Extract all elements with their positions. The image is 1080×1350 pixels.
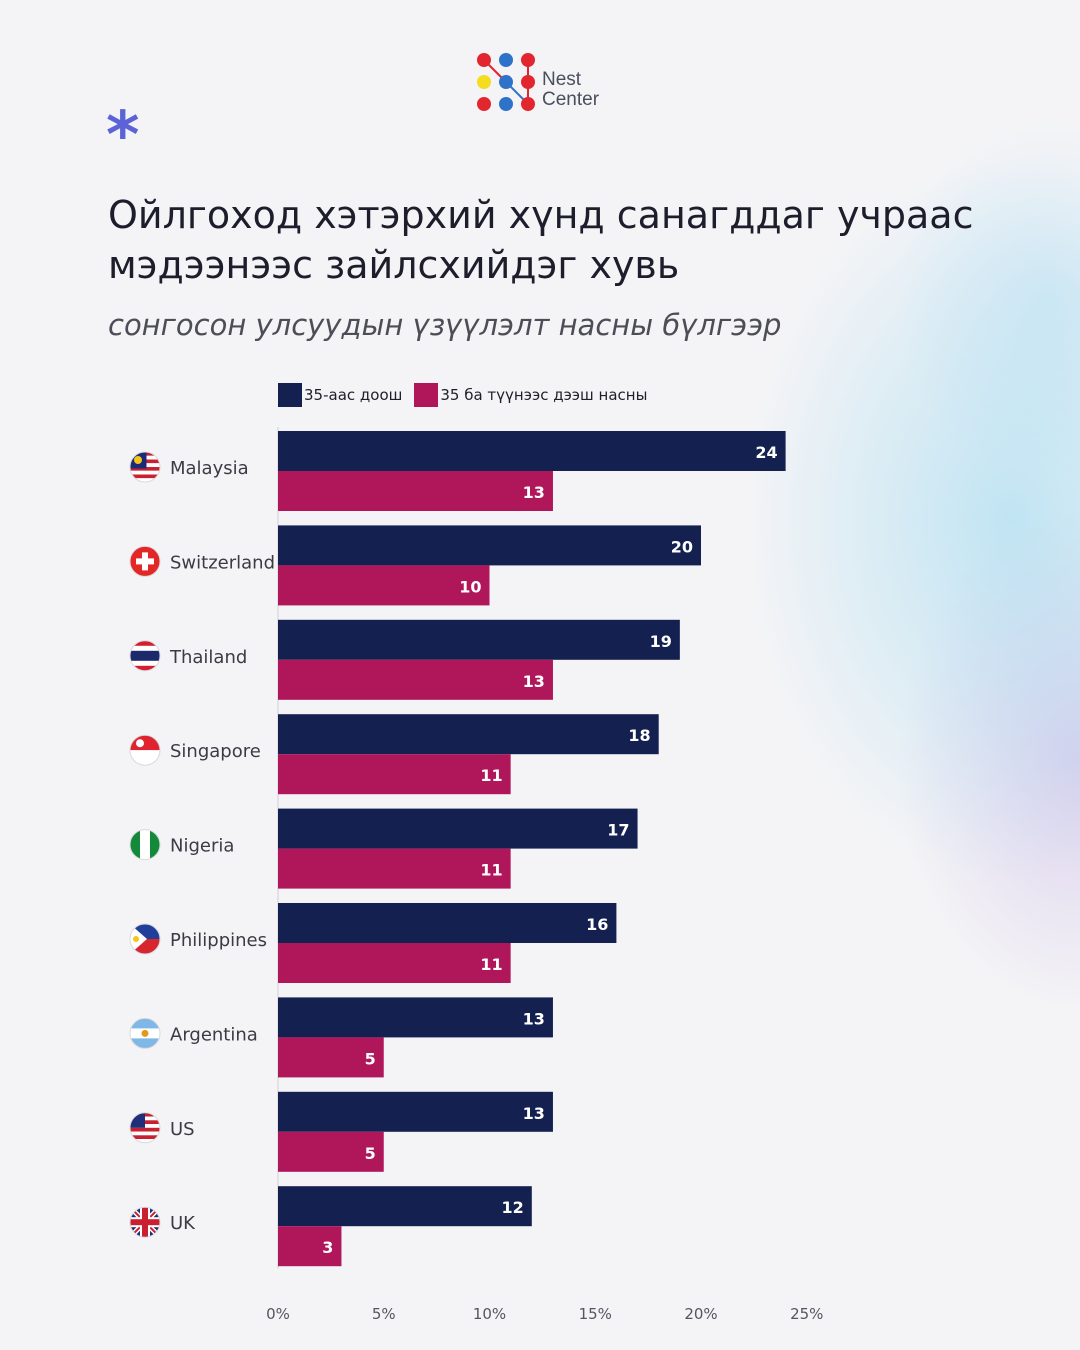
legend-item-under35: 35-аас доош	[278, 383, 402, 407]
bar-malaysia-series1	[278, 471, 553, 511]
category-label-thailand: Thailand	[169, 647, 247, 668]
us-flag-icon	[129, 1112, 161, 1144]
value-label-us-series0: 13	[523, 1104, 545, 1123]
legend-item-over35: 35 ба түүнээс дээш насны	[414, 383, 647, 407]
bar-argentina-series0	[278, 997, 553, 1038]
logo-word-center: Center	[542, 89, 600, 110]
category-label-argentina: Argentina	[170, 1024, 258, 1045]
bar-philippines-series0	[278, 903, 617, 943]
legend-swatch-under35	[278, 383, 302, 407]
value-label-nigeria-series0: 17	[607, 821, 629, 840]
x-tick-label-10: 10%	[473, 1305, 506, 1323]
legend-swatch-over35	[414, 383, 439, 407]
bar-us-series0	[278, 1091, 553, 1132]
bar-us-series1	[278, 1131, 384, 1172]
bar-malaysia-series0	[278, 431, 786, 471]
bar-philippines-series1	[278, 943, 511, 983]
bar-argentina-series1	[278, 1037, 384, 1078]
category-label-singapore: Singapore	[170, 741, 261, 762]
thailand-flag-icon	[129, 640, 161, 672]
logo-word-nest: Nest	[542, 69, 582, 90]
bar-switzerland-series1	[278, 565, 490, 606]
category-label-switzerland: Switzerland	[170, 552, 275, 573]
value-label-nigeria-series1: 11	[480, 861, 502, 880]
chart-legend: 35-аас доош 35 ба түүнээс дээш насны	[278, 382, 659, 408]
value-label-switzerland-series1: 10	[459, 577, 481, 596]
value-label-malaysia-series1: 13	[523, 483, 545, 502]
bar-singapore-series0	[278, 714, 659, 755]
bar-nigeria-series0	[278, 808, 638, 849]
value-label-singapore-series0: 18	[628, 726, 650, 745]
nigeria-flag-icon	[129, 829, 161, 861]
value-label-argentina-series0: 13	[523, 1009, 545, 1028]
value-label-thailand-series1: 13	[523, 672, 545, 691]
philippines-flag-icon	[129, 923, 161, 955]
legend-label-under35: 35-аас доош	[304, 386, 403, 404]
value-label-singapore-series1: 11	[480, 766, 502, 785]
value-label-us-series1: 5	[365, 1144, 376, 1163]
value-label-argentina-series1: 5	[365, 1049, 376, 1068]
x-tick-label-15: 15%	[579, 1305, 612, 1323]
bar-thailand-series0	[278, 619, 680, 660]
category-label-uk: UK	[170, 1213, 196, 1234]
value-label-philippines-series0: 16	[586, 915, 608, 934]
value-label-switzerland-series0: 20	[671, 537, 693, 556]
category-label-nigeria: Nigeria	[170, 836, 234, 857]
uk-flag-icon	[129, 1206, 161, 1238]
asterisk-icon: *	[106, 99, 140, 173]
switzerland-flag-icon	[129, 545, 161, 577]
x-tick-label-5: 5%	[372, 1305, 396, 1323]
page-title: Ойлгоход хэтэрхий хүнд санагддаг учраас …	[108, 193, 974, 287]
bar-uk-series1	[278, 1226, 342, 1267]
x-tick-label-25: 25%	[790, 1305, 823, 1323]
singapore-flag-icon	[129, 734, 161, 766]
legend-label-over35: 35 ба түүнээс дээш насны	[440, 386, 648, 404]
logo-dots-icon	[477, 53, 535, 111]
value-label-uk-series1: 3	[322, 1238, 333, 1257]
logo-wordmark: Nest Center	[542, 70, 599, 110]
category-label-us: US	[170, 1119, 195, 1140]
category-label-malaysia: Malaysia	[170, 458, 249, 479]
x-tick-label-0: 0%	[266, 1305, 290, 1323]
bar-uk-series0	[278, 1186, 532, 1227]
bar-singapore-series1	[278, 754, 511, 795]
x-tick-label-20: 20%	[684, 1305, 717, 1323]
value-label-thailand-series0: 19	[650, 632, 672, 651]
value-label-uk-series0: 12	[502, 1198, 524, 1217]
value-label-malaysia-series0: 24	[755, 443, 777, 462]
nest-center-logo: Nest Center	[472, 50, 622, 114]
argentina-flag-icon	[129, 1017, 161, 1049]
bar-switzerland-series0	[278, 525, 701, 566]
malaysia-flag-icon	[129, 451, 161, 483]
page-subtitle: сонгосон улсуудын үзүүлэлт насны бүлгээр	[108, 308, 782, 342]
bar-nigeria-series1	[278, 848, 511, 889]
category-label-philippines: Philippines	[170, 930, 267, 951]
value-label-philippines-series1: 11	[480, 955, 502, 974]
bar-thailand-series1	[278, 659, 553, 700]
